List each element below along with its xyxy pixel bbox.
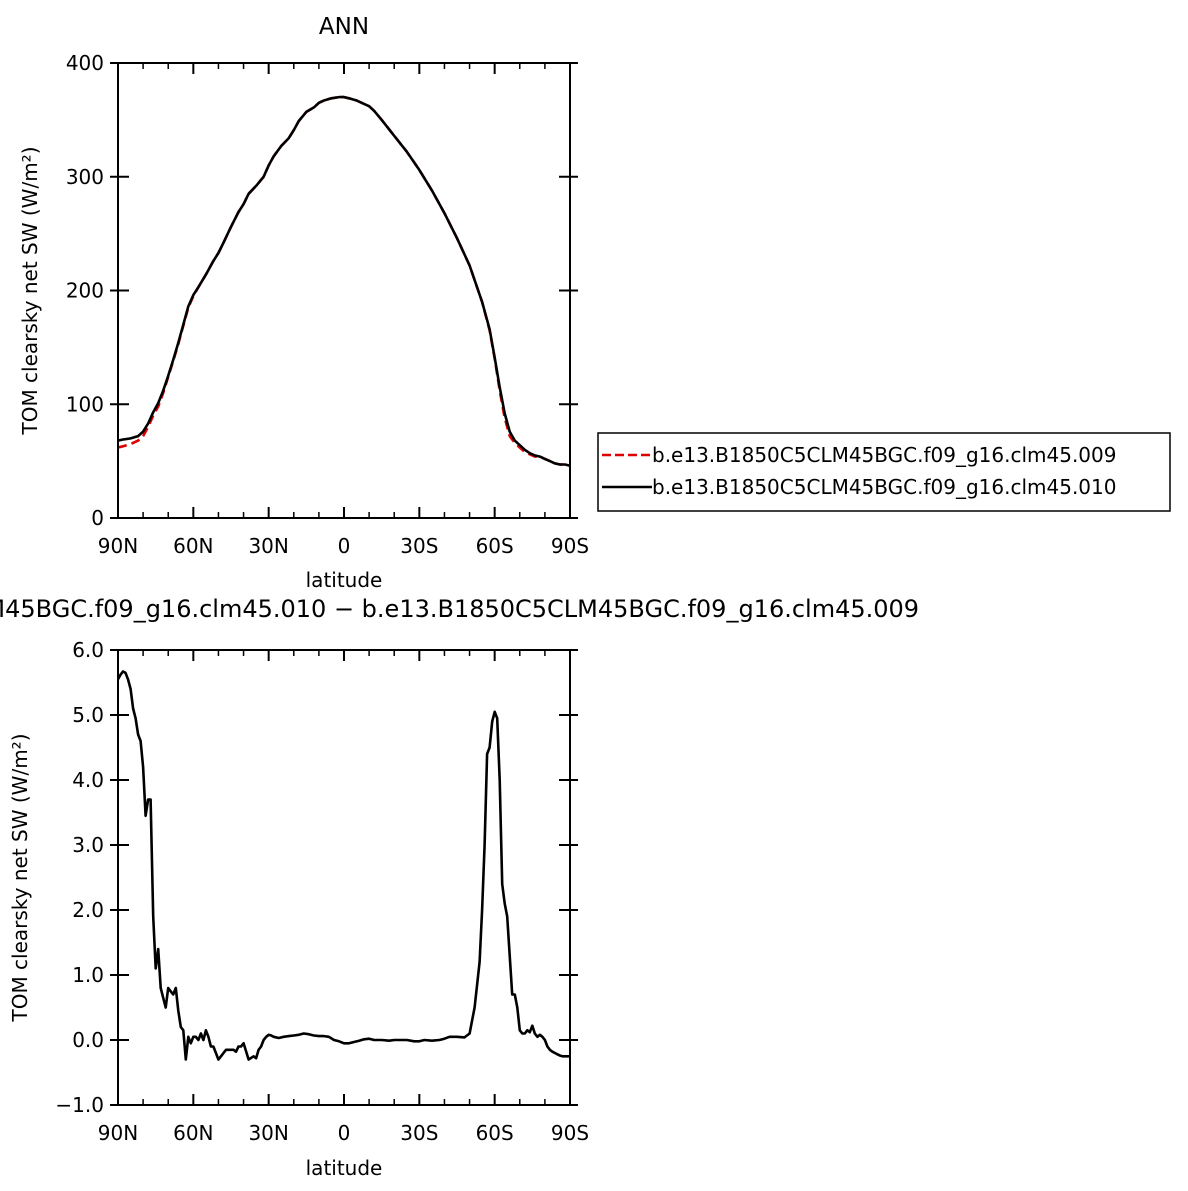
chart-title: b.e13.B1850C5CLM45BGC.f09_g16.clm45.010 …: [0, 595, 919, 623]
y-axis-label: TOM clearsky net SW (W/m²): [8, 733, 32, 1022]
plot-frame: [117, 62, 571, 519]
x-tick-label: 0: [338, 1121, 351, 1145]
y-axis-label: TOM clearsky net SW (W/m²): [18, 146, 42, 435]
x-tick-label: 60N: [173, 1121, 213, 1145]
x-tick-label: 60N: [173, 534, 213, 558]
series-line-1: [118, 95, 570, 467]
y-tick-label: 3.0: [72, 833, 104, 857]
legend: b.e13.B1850C5CLM45BGC.f09_g16.clm45.009b…: [597, 432, 1171, 512]
y-tick-label: 100: [66, 392, 104, 416]
legend-box: [597, 432, 1171, 512]
y-tick-label: 200: [66, 279, 104, 303]
x-tick-label: 60S: [476, 1121, 514, 1145]
y-tick-label: 0.0: [72, 1028, 104, 1052]
y-tick-label: 2.0: [72, 898, 104, 922]
x-tick-label: 30N: [248, 1121, 288, 1145]
x-tick-label: 30N: [248, 534, 288, 558]
y-tick-label: 300: [66, 165, 104, 189]
x-tick-label: 0: [338, 534, 351, 558]
series-line-0: [118, 95, 570, 467]
x-tick-label: 30S: [400, 534, 438, 558]
x-axis-label: latitude: [306, 568, 383, 592]
x-axis-label: latitude: [306, 1156, 383, 1180]
x-tick-label: 90N: [98, 534, 138, 558]
chart-title: ANN: [319, 14, 369, 40]
y-tick-label: −1.0: [55, 1093, 104, 1117]
chart-annual-mean: ANN 90N 60N 30N 0 30S 60S 90S 0 100 200 300 400 latit…: [18, 14, 1171, 592]
legend-label-1: b.e13.B1850C5CLM45BGC.f09_g16.clm45.010: [652, 475, 1116, 499]
x-tick-label: 90N: [98, 1121, 138, 1145]
x-tick-label: 30S: [400, 1121, 438, 1145]
y-tick-label: 0: [91, 506, 104, 530]
x-tick-label: 60S: [476, 534, 514, 558]
y-tick-label: 1.0: [72, 963, 104, 987]
y-tick-label: 6.0: [72, 638, 104, 662]
x-tick-label: 90S: [551, 534, 589, 558]
y-tick-label: 5.0: [72, 703, 104, 727]
y-tick-label: 400: [66, 51, 104, 75]
legend-label-0: b.e13.B1850C5CLM45BGC.f09_g16.clm45.009: [652, 443, 1116, 467]
chart-difference: b.e13.B1850C5CLM45BGC.f09_g16.clm45.010 …: [0, 595, 919, 1180]
y-tick-label: 4.0: [72, 768, 104, 792]
series-line-0: [118, 670, 570, 1061]
x-tick-label: 90S: [551, 1121, 589, 1145]
